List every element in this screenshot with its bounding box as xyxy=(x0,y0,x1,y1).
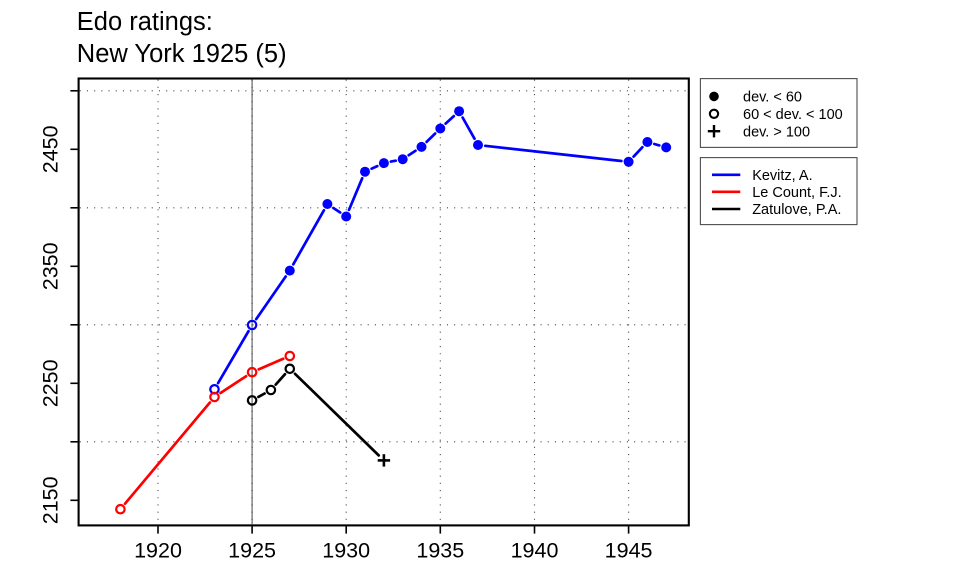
svg-text:dev. > 100: dev. > 100 xyxy=(743,125,810,141)
svg-text:New York 1925 (5): New York 1925 (5) xyxy=(77,40,287,68)
svg-text:1920: 1920 xyxy=(134,539,182,563)
svg-text:2250: 2250 xyxy=(38,359,62,407)
svg-text:Le Count, F.J.: Le Count, F.J. xyxy=(752,185,841,201)
svg-text:1925: 1925 xyxy=(228,539,276,563)
svg-text:1930: 1930 xyxy=(322,539,370,563)
svg-text:1940: 1940 xyxy=(511,539,559,563)
svg-text:2350: 2350 xyxy=(38,242,62,290)
svg-text:1935: 1935 xyxy=(416,539,464,563)
svg-text:Zatulove, P.A.: Zatulove, P.A. xyxy=(752,202,841,218)
svg-text:60 < dev. < 100: 60 < dev. < 100 xyxy=(743,107,843,123)
svg-text:Kevitz, A.: Kevitz, A. xyxy=(752,168,812,184)
svg-text:2450: 2450 xyxy=(38,125,62,173)
svg-text:1945: 1945 xyxy=(605,539,653,563)
svg-text:dev. < 60: dev. < 60 xyxy=(743,90,802,106)
svg-text:2150: 2150 xyxy=(38,476,62,524)
svg-text:Edo ratings:: Edo ratings: xyxy=(77,8,213,36)
